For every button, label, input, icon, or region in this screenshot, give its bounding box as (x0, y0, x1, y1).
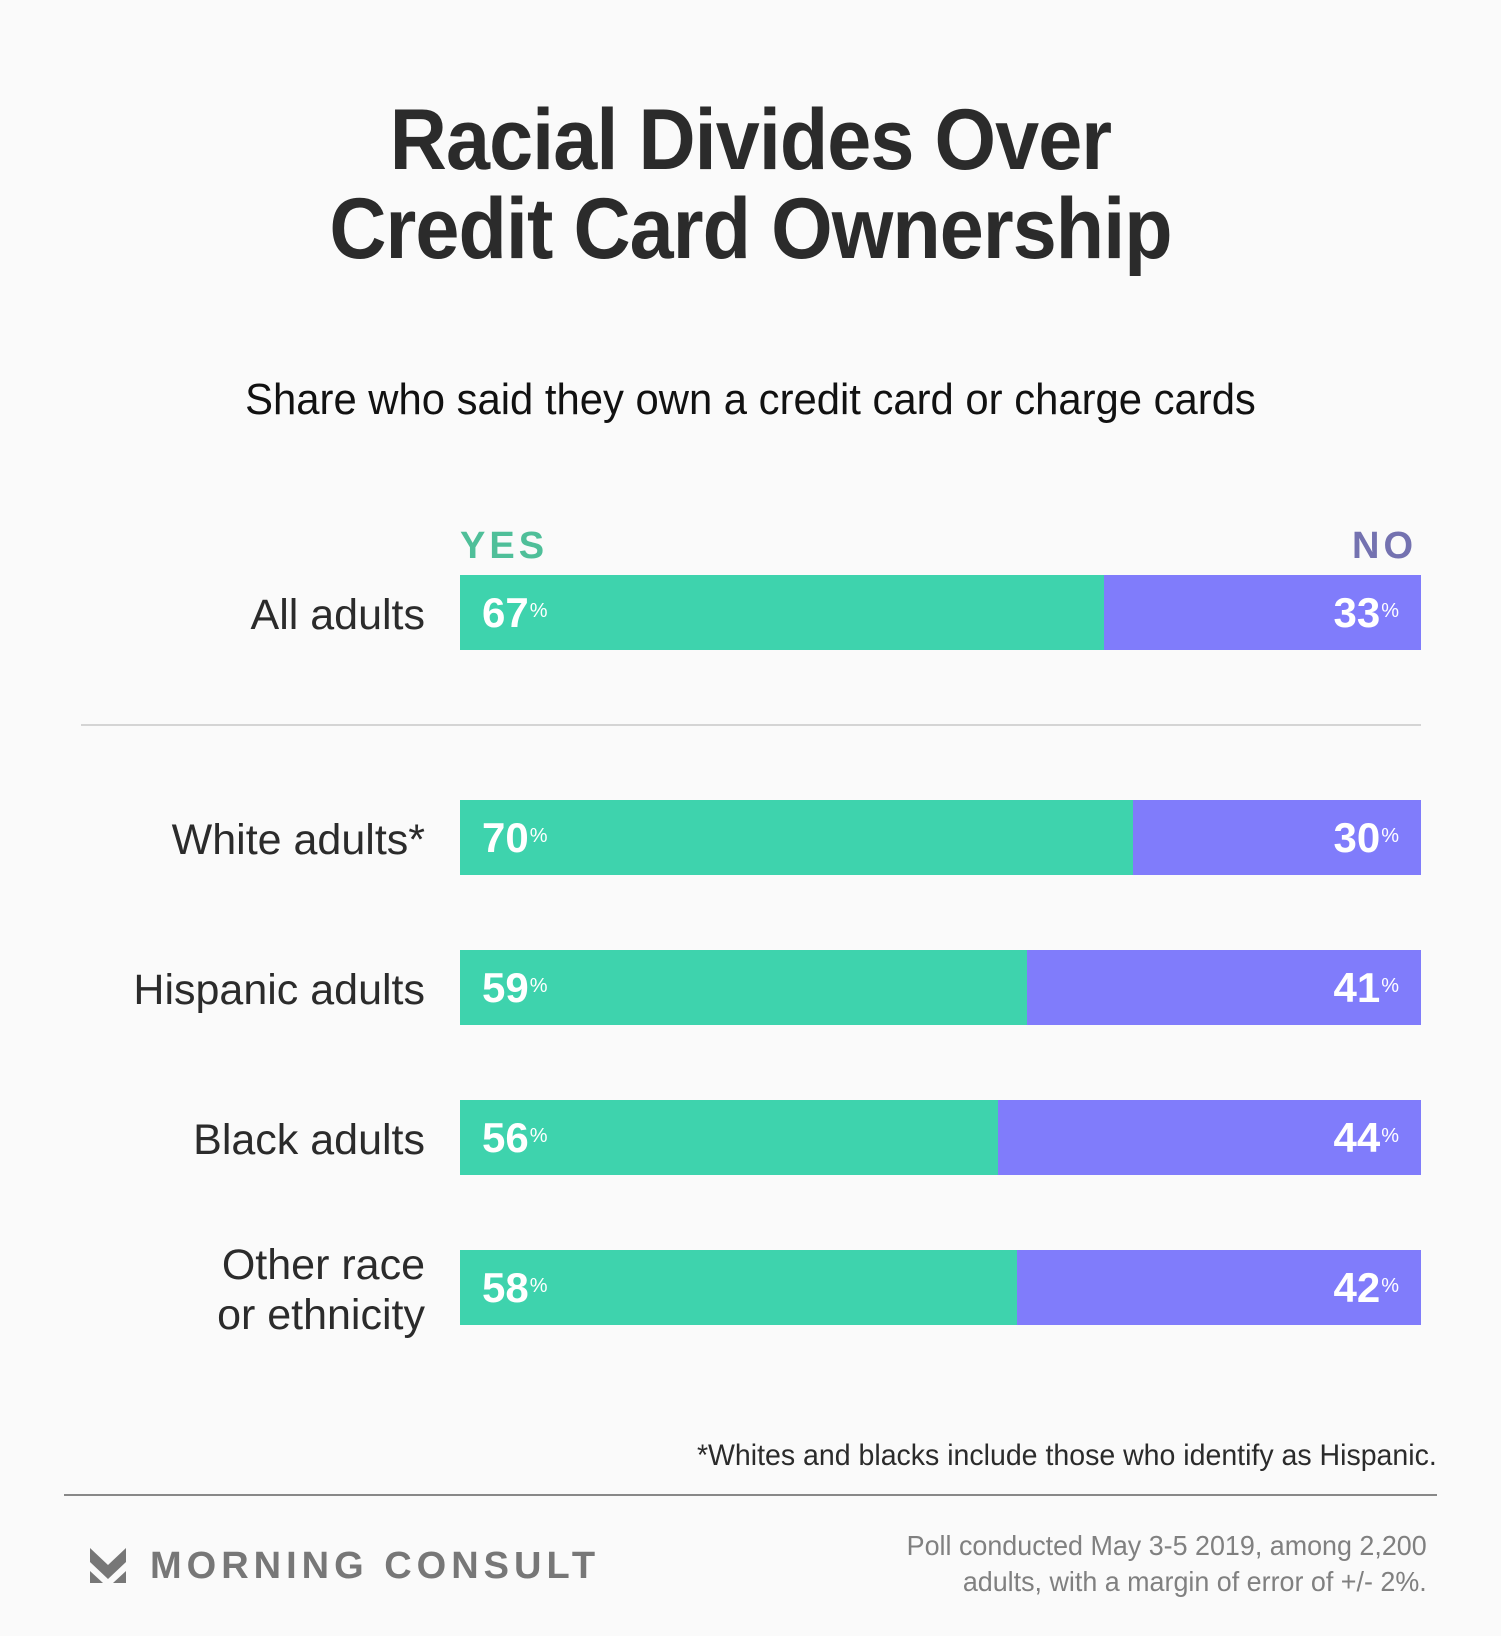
data-label-value: 58 (482, 1264, 529, 1311)
poll-methodology: Poll conducted May 3-5 2019, among 2,200… (907, 1528, 1427, 1600)
bar-row: 56% 44% (460, 1100, 1421, 1175)
poll-line-2: adults, with a margin of error of +/- 2%… (963, 1566, 1427, 1597)
percent-sign: % (529, 1275, 548, 1297)
percent-sign: % (1381, 1275, 1399, 1297)
category-label-line: Other race (221, 1240, 425, 1289)
data-label-no: 30% (1333, 814, 1399, 862)
data-label-yes: 70% (482, 814, 548, 862)
category-label-line: White adults* (171, 815, 425, 864)
bar-segment-no (1132, 800, 1421, 875)
legend-yes: YES (460, 525, 549, 567)
data-label-yes: 58% (482, 1264, 548, 1312)
bar-segment-yes (460, 1100, 999, 1175)
category-label: White adults* (172, 815, 425, 865)
bar-segment-no (998, 1100, 1421, 1175)
data-label-value: 30 (1333, 814, 1381, 861)
separator-line (81, 724, 1421, 726)
bar-segment-no (1017, 1250, 1421, 1325)
bar-segment-no (1103, 575, 1421, 650)
data-label-value: 56 (482, 1114, 529, 1161)
brand-name: MORNING CONSULT (150, 1545, 601, 1587)
data-label-yes: 56% (482, 1114, 548, 1162)
data-label-value: 41 (1333, 964, 1381, 1011)
percent-sign: % (1381, 975, 1399, 997)
footnote: *Whites and blacks include those who ide… (697, 1439, 1437, 1472)
data-label-value: 44 (1333, 1114, 1381, 1161)
bar-row: 67% 33% (460, 575, 1421, 650)
category-label: All adults (251, 590, 425, 640)
bar-segment-yes (460, 1250, 1018, 1325)
data-label-no: 44% (1333, 1114, 1399, 1162)
percent-sign: % (1381, 1125, 1399, 1147)
data-label-value: 70 (482, 814, 529, 861)
percent-sign: % (529, 1125, 548, 1147)
data-label-yes: 67% (482, 589, 548, 637)
data-label-value: 59 (482, 964, 529, 1011)
chart-title-line-2: Credit Card Ownership (329, 181, 1172, 277)
data-label-no: 33% (1333, 589, 1399, 637)
data-label-no: 41% (1333, 964, 1399, 1012)
category-label: Black adults (193, 1115, 425, 1165)
bar-row: 59% 41% (460, 950, 1421, 1025)
category-label-line: All adults (250, 590, 425, 639)
data-label-no: 42% (1333, 1264, 1399, 1312)
bar-row: 70% 30% (460, 800, 1421, 875)
legend-no: NO (1352, 525, 1417, 567)
data-label-value: 42 (1333, 1264, 1381, 1311)
brand-logo: MORNING CONSULT (90, 1546, 600, 1586)
percent-sign: % (1381, 825, 1399, 847)
data-label-value: 33 (1333, 589, 1381, 636)
category-label: Hispanic adults (133, 965, 425, 1015)
bar-segment-no (1027, 950, 1421, 1025)
percent-sign: % (1381, 600, 1399, 622)
morning-consult-logo-icon (90, 1548, 126, 1583)
bar-row: 58% 42% (460, 1250, 1421, 1325)
bar-segment-yes (460, 950, 1027, 1025)
bar-segment-yes (460, 800, 1133, 875)
percent-sign: % (529, 600, 548, 622)
percent-sign: % (529, 975, 548, 997)
footer-divider (64, 1494, 1437, 1496)
poll-line-1: Poll conducted May 3-5 2019, among 2,200 (906, 1530, 1427, 1561)
chart-title: Racial Divides Over Credit Card Ownershi… (60, 96, 1441, 274)
category-label-line: Black adults (193, 1115, 425, 1164)
percent-sign: % (529, 825, 548, 847)
data-label-yes: 59% (482, 964, 548, 1012)
chart-subtitle: Share who said they own a credit card or… (245, 375, 1256, 424)
bar-segment-yes (460, 575, 1104, 650)
category-label: Other race or ethnicity (217, 1240, 425, 1340)
category-label-line: Hispanic adults (133, 965, 425, 1014)
chart-title-line-1: Racial Divides Over (389, 92, 1112, 188)
data-label-value: 67 (482, 589, 529, 636)
category-label-line: or ethnicity (217, 1290, 425, 1339)
